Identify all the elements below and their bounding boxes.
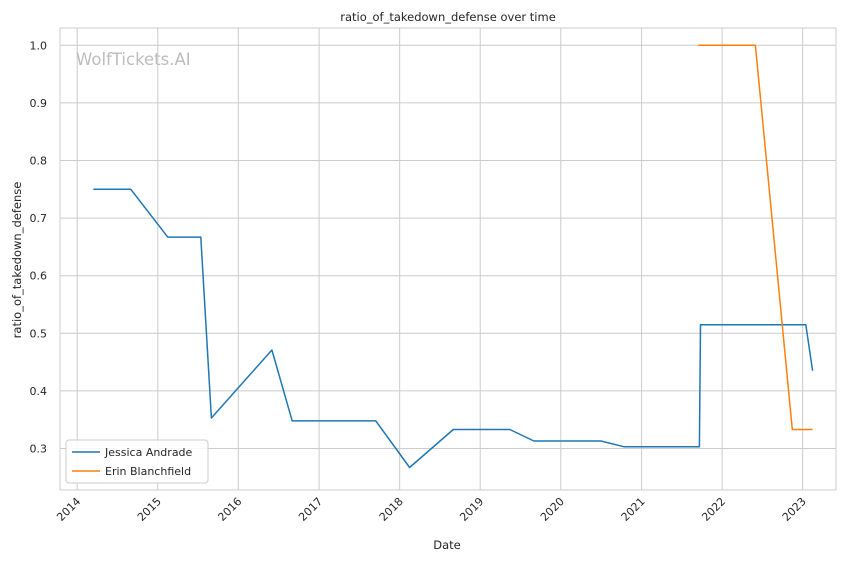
x-tick-label: 2017 — [296, 495, 325, 524]
plot-frame — [59, 27, 837, 491]
chart-title: ratio_of_takedown_defense over time — [340, 10, 556, 24]
x-tick-label: 2018 — [377, 495, 406, 524]
watermark: WolfTickets.AI — [76, 50, 191, 69]
series-line-erin-blanchfield — [698, 44, 813, 431]
x-tick-label: 2021 — [619, 495, 648, 524]
y-tick-label: 0.3 — [30, 443, 48, 456]
legend-box — [65, 439, 209, 484]
x-gridlines — [76, 28, 804, 490]
y-tick-labels: 0.3 0.4 0.5 0.6 0.7 0.8 0.9 1.0 — [30, 39, 48, 455]
series-line-jessica-andrade — [93, 188, 814, 469]
legend: Jessica Andrade Erin Blanchfield — [65, 439, 209, 484]
y-tick-label: 0.7 — [30, 212, 48, 225]
x-tick-label: 2020 — [538, 495, 567, 524]
y-tick-label: 0.9 — [30, 97, 48, 110]
y-tick-label: 0.5 — [30, 327, 48, 340]
x-tick-label: 2016 — [215, 495, 244, 524]
legend-label-erin-blanchfield: Erin Blanchfield — [105, 465, 191, 478]
y-tick-label: 0.6 — [30, 270, 48, 283]
y-axis-label: ratio_of_takedown_defense — [10, 182, 24, 339]
y-tick-label: 0.8 — [30, 154, 48, 167]
x-tick-label: 2022 — [699, 495, 728, 524]
legend-label-jessica-andrade: Jessica Andrade — [104, 446, 193, 459]
x-axis-label: Date — [433, 538, 461, 552]
series-layer — [93, 44, 814, 469]
x-tick-label: 2019 — [457, 495, 486, 524]
plot-area — [60, 28, 836, 490]
y-tick-label: 1.0 — [30, 39, 48, 52]
y-tick-label: 0.4 — [30, 385, 48, 398]
x-tick-label: 2015 — [135, 495, 164, 524]
x-tick-label: 2023 — [780, 495, 809, 524]
x-tick-labels: 2014 2015 2016 2017 2018 2019 2020 2021 2022 2023 — [54, 495, 808, 524]
x-tick-label: 2014 — [54, 495, 83, 524]
